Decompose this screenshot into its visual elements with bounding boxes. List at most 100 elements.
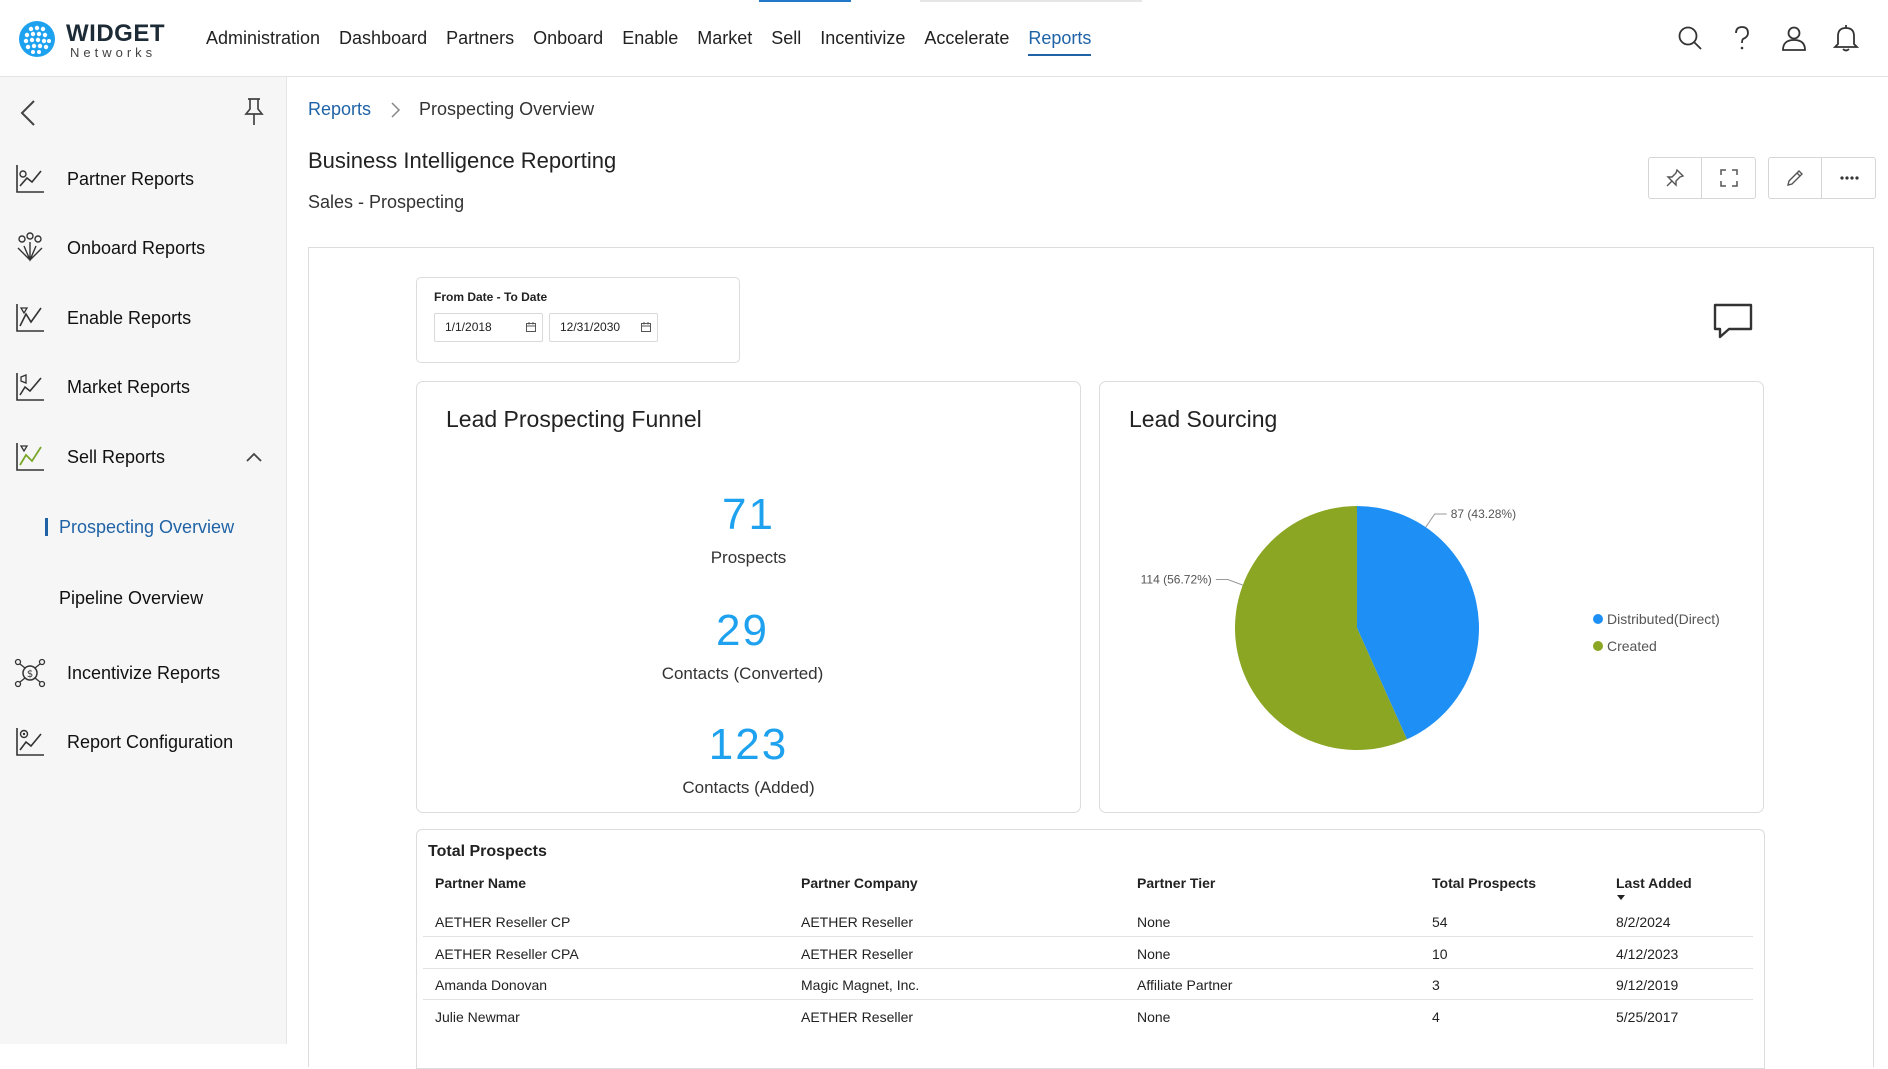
nav-accelerate[interactable]: Accelerate: [924, 28, 1010, 48]
brand-name: WIDGET: [66, 20, 165, 47]
legend-label: Distributed(Direct): [1607, 610, 1720, 627]
card-title: Lead Sourcing: [1129, 406, 1278, 432]
bell-icon[interactable]: [1830, 20, 1862, 56]
legend-swatch: [1593, 613, 1603, 624]
sidebar-item-onboard-reports[interactable]: Onboard Reports: [0, 224, 287, 272]
table-row[interactable]: AETHER Reseller CP AETHER Reseller None …: [423, 905, 1753, 937]
nav-scroll-thumb[interactable]: [759, 0, 851, 2]
table-row[interactable]: Julie Newmar AETHER Reseller None 4 5/25…: [423, 1000, 1753, 1032]
nav-dashboard[interactable]: Dashboard: [339, 28, 428, 48]
fullscreen-button[interactable]: [1702, 158, 1755, 198]
pin-sidebar-icon[interactable]: [242, 95, 266, 127]
more-options-button[interactable]: [1822, 158, 1875, 198]
report-configuration-icon: [16, 728, 44, 756]
nav-administration[interactable]: Administration: [206, 28, 321, 48]
legend-swatch: [1593, 640, 1603, 651]
sort-descending-icon: [1617, 895, 1625, 900]
user-icon[interactable]: [1778, 20, 1810, 56]
nav-onboard[interactable]: Onboard: [533, 28, 604, 48]
column-header-partner-name[interactable]: Partner Name: [435, 875, 527, 891]
date-range-label: From Date - To Date: [434, 290, 548, 304]
cell-partner-company: AETHER Reseller: [801, 1009, 914, 1025]
breadcrumb-current: Prospecting Overview: [419, 99, 595, 119]
calendar-icon[interactable]: [526, 322, 536, 332]
to-date-value: 12/31/2030: [560, 320, 621, 334]
column-header-last-added[interactable]: Last Added: [1616, 875, 1692, 900]
pin-report-button[interactable]: [1649, 158, 1702, 198]
breadcrumb-reports-link[interactable]: Reports: [308, 99, 372, 119]
pie-data-label: 114 (56.72%): [1141, 572, 1212, 586]
sidebar-item-incentivize-reports[interactable]: $ Incentivize Reports: [0, 649, 287, 697]
lead-sourcing-card: Lead Sourcing 87 (43.28%) 114 (56.72%) Di…: [1099, 381, 1764, 813]
cell-total-prospects: 4: [1432, 1009, 1440, 1025]
onboard-reports-icon: [17, 232, 43, 262]
pie-label-leader: [1425, 513, 1447, 528]
view-actions-group: [1648, 157, 1756, 199]
chevron-right-icon: [391, 101, 401, 118]
from-date-input[interactable]: 1/1/2018: [434, 313, 543, 342]
cell-partner-tier: Affiliate Partner: [1137, 977, 1233, 993]
chart-legend: Distributed(Direct) Created: [1593, 605, 1720, 659]
help-icon[interactable]: [1726, 20, 1758, 56]
table-row[interactable]: Amanda Donovan Magic Magnet, Inc. Affili…: [423, 968, 1753, 1000]
nav-reports[interactable]: Reports: [1028, 0, 1092, 77]
sidebar-item-sell-reports[interactable]: Sell Reports: [0, 433, 287, 481]
sidebar: Partner Reports Onboard Reports Enable R…: [0, 77, 287, 1044]
lead-sourcing-pie-chart: 87 (43.28%) 114 (56.72%): [1141, 506, 1516, 750]
contacts-added-count: 123: [708, 720, 789, 769]
nav-incentivize[interactable]: Incentivize: [820, 28, 906, 48]
cell-partner-tier: None: [1137, 914, 1171, 930]
sidebar-item-market-reports[interactable]: Market Reports: [0, 363, 287, 411]
sell-reports-icon: [16, 443, 44, 471]
column-header-partner-tier[interactable]: Partner Tier: [1137, 875, 1216, 891]
calendar-icon[interactable]: [641, 322, 651, 332]
card-title: Lead Prospecting Funnel: [446, 406, 702, 432]
cell-last-added: 4/12/2023: [1616, 946, 1679, 962]
chevron-up-icon[interactable]: [244, 450, 264, 464]
comment-icon[interactable]: [1713, 302, 1753, 340]
legend-label: Created: [1607, 637, 1657, 654]
pie-data-label: 87 (43.28%): [1451, 507, 1516, 521]
sidebar-item-label: Report Configuration: [67, 731, 234, 752]
cell-total-prospects: 54: [1432, 914, 1448, 930]
from-date-value: 1/1/2018: [445, 320, 492, 334]
cell-partner-tier: None: [1137, 1009, 1171, 1025]
expand-icon: [1719, 169, 1738, 187]
sidebar-item-partner-reports[interactable]: Partner Reports: [0, 155, 287, 203]
cell-partner-name: AETHER Reseller CP: [435, 914, 571, 930]
cell-partner-name: AETHER Reseller CPA: [435, 946, 579, 962]
column-header-total-prospects[interactable]: Total Prospects: [1432, 875, 1536, 891]
sidebar-item-report-configuration[interactable]: Report Configuration: [0, 718, 287, 766]
sidebar-item-label: Onboard Reports: [67, 237, 206, 258]
partner-reports-icon: [16, 165, 44, 193]
pie-slice-created[interactable]: [1234, 506, 1407, 750]
legend-item-distributed[interactable]: Distributed(Direct): [1593, 605, 1720, 632]
nav-partners[interactable]: Partners: [446, 28, 515, 48]
sidebar-item-label: Incentivize Reports: [67, 662, 221, 683]
legend-item-created[interactable]: Created: [1593, 632, 1720, 659]
sidebar-subitem-pipeline-overview[interactable]: Pipeline Overview: [0, 576, 287, 620]
table-row[interactable]: AETHER Reseller CPA AETHER Reseller None…: [423, 937, 1753, 969]
sidebar-item-enable-reports[interactable]: Enable Reports: [0, 294, 287, 342]
contacts-converted-count: 29: [716, 606, 769, 655]
to-date-input[interactable]: 12/31/2030: [549, 313, 658, 342]
nav-enable[interactable]: Enable: [622, 28, 679, 48]
pie-slice-distributed[interactable]: [1357, 506, 1479, 740]
date-range-filter: From Date - To Date 1/1/2018 12/31/2030: [416, 277, 740, 363]
pencil-icon: [1787, 170, 1803, 186]
nav-sell[interactable]: Sell: [771, 28, 802, 48]
contacts-added-label: Contacts (Added): [682, 778, 815, 797]
collapse-sidebar-icon[interactable]: [18, 97, 40, 129]
search-icon[interactable]: [1674, 20, 1706, 56]
sidebar-subitem-label: Pipeline Overview: [59, 587, 204, 608]
cell-partner-company: Magic Magnet, Inc.: [801, 977, 920, 993]
column-header-label: Last Added: [1616, 875, 1692, 891]
column-header-partner-company[interactable]: Partner Company: [801, 875, 918, 891]
sidebar-item-label: Market Reports: [67, 376, 191, 397]
nav-scroll-track: [920, 0, 1142, 2]
sidebar-subitem-prospecting-overview[interactable]: Prospecting Overview: [0, 505, 287, 549]
edit-report-button[interactable]: [1769, 158, 1822, 198]
brand-logo[interactable]: WIDGET Networks: [18, 18, 178, 60]
nav-market[interactable]: Market: [697, 28, 753, 48]
page-subtitle: Sales - Prospecting: [308, 192, 465, 212]
